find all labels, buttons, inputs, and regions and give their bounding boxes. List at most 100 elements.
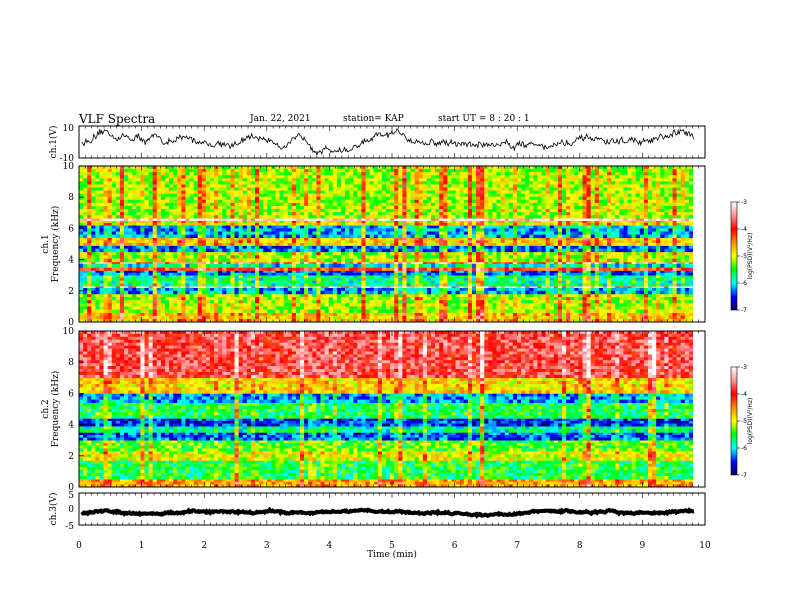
ch1-spectrogram-cell xyxy=(643,261,649,264)
ch1-spectrogram-cell xyxy=(516,315,522,320)
ch1-spectrogram-cell xyxy=(426,275,432,279)
ch1-spectrogram-cell xyxy=(148,228,153,232)
ch1-spectrogram-cell xyxy=(508,251,514,256)
ch1-spectrogram-cell xyxy=(398,245,403,249)
ch1-spectrogram-cell xyxy=(124,283,129,287)
ch1-spectrogram-cell xyxy=(463,258,469,263)
ch1-spectrogram-cell xyxy=(214,306,219,310)
ch1-spectrogram-cell xyxy=(136,228,141,232)
ch1-spectrogram-cell xyxy=(664,234,669,239)
ch1-spectrogram-cell xyxy=(410,231,415,235)
ch1-spectrogram-cell xyxy=(676,290,682,295)
ch1-spectrogram-cell xyxy=(623,255,628,259)
ch1-spectrogram-cell xyxy=(594,280,600,284)
ch1-spectrogram-cell xyxy=(672,270,677,274)
ch1-spectrogram-cell xyxy=(164,306,170,310)
ch1-spectrogram-cell xyxy=(570,309,575,313)
ch1-spectrogram-cell xyxy=(668,240,673,244)
ch1-spectrogram-cell xyxy=(557,255,563,259)
ch1-spectrogram-cell xyxy=(455,315,460,320)
ch1-spectrogram-cell xyxy=(512,318,518,323)
ch1-spectrogram-cell xyxy=(255,242,260,246)
ch1-spectrogram-cell xyxy=(169,306,174,310)
ch1-spectrogram-cell xyxy=(492,248,497,253)
ch1-spectrogram-cell xyxy=(631,303,636,307)
ch1-spectrogram-cell xyxy=(463,242,469,246)
ch1-spectrogram-cell xyxy=(83,290,88,295)
ch1-spectrogram-cell xyxy=(684,297,690,301)
ch1-spectrogram-cell xyxy=(218,261,223,264)
ch1-spectrogram-cell xyxy=(287,272,293,276)
ch1-spectrogram-cell xyxy=(230,234,235,239)
ch1-spectrogram-cell xyxy=(422,234,428,239)
ch1-spectrogram-cell xyxy=(156,220,162,224)
ch1-spectrogram-cell xyxy=(541,240,546,244)
ch1-spectrogram-cell xyxy=(177,231,182,235)
ch1-spectrogram-cell xyxy=(422,309,428,313)
ch1-spectrogram-cell xyxy=(222,315,227,320)
ch1-spectrogram-cell xyxy=(414,231,420,235)
ch1-spectrogram-cell xyxy=(181,245,186,249)
ch1-spectrogram-cell xyxy=(566,280,571,284)
ch1-spectrogram-cell xyxy=(234,309,239,313)
ch1-spectrogram-cell xyxy=(205,263,211,268)
ch1-spectrogram-cell xyxy=(246,263,252,268)
ch1-spectrogram-cell xyxy=(193,245,198,249)
ch1-spectrogram-cell xyxy=(283,242,289,246)
ch1-spectrogram-cell xyxy=(537,272,542,276)
ch1-spectrogram-cell xyxy=(328,318,334,323)
ch1-spectrogram-cell xyxy=(275,277,280,281)
ch1-spectrogram-cell xyxy=(259,312,264,317)
ch1-spectrogram-cell xyxy=(516,293,522,298)
ch1-spectrogram-cell xyxy=(242,263,248,268)
ch1-spectrogram-cell xyxy=(394,297,399,301)
ch1-spectrogram-cell xyxy=(205,225,211,229)
ch1-spectrogram-cell xyxy=(394,275,399,279)
ch1-spectrogram-cell xyxy=(312,272,317,276)
ch1-spectrogram-cell xyxy=(639,234,645,239)
ch1-spectrogram-cell xyxy=(471,309,477,313)
ch1-spectrogram-cell xyxy=(185,234,190,239)
ch1-spectrogram-cell xyxy=(439,228,444,232)
ch1-spectrogram-cell xyxy=(480,290,485,295)
ch1-spectrogram-cell xyxy=(320,267,325,271)
ch1-spectrogram-cell xyxy=(672,240,677,244)
ch1-spectrogram-cell xyxy=(173,242,178,246)
ch1-spectrogram-cell xyxy=(173,228,178,232)
ch1-spectrogram-cell xyxy=(124,290,129,295)
ch1-spectrogram-cell xyxy=(181,272,186,276)
ch1-spectrogram-cell xyxy=(267,251,272,256)
ch1-spectrogram-cell xyxy=(631,315,636,320)
ch1-spectrogram-cell xyxy=(488,280,493,284)
ch1-spectrogram-cell xyxy=(562,228,567,232)
ch1-spectrogram-cell xyxy=(414,263,420,268)
ch1-spectrogram-cell xyxy=(467,261,473,264)
ch1-spectrogram-cell xyxy=(570,240,575,244)
ch1-spectrogram-cell xyxy=(529,242,534,246)
ch1-spectrogram-cell xyxy=(443,283,448,287)
ch1-spectrogram-cell xyxy=(185,255,190,259)
ch1-spectrogram-cell xyxy=(275,280,280,284)
ch1-spectrogram-cell xyxy=(124,293,129,298)
ch1-spectrogram-cell xyxy=(250,270,256,274)
ch1-spectrogram-cell xyxy=(115,315,121,320)
ch1-spectrogram-cell xyxy=(209,293,215,298)
ch1-spectrogram-cell xyxy=(283,228,289,232)
ch1-spectrogram-cell xyxy=(185,251,190,256)
ch1-spectrogram-cell xyxy=(87,231,92,235)
ch1-spectrogram-cell xyxy=(205,315,211,320)
ch1-spectrogram-cell xyxy=(148,306,153,310)
ch1-spectrogram-cell xyxy=(87,290,92,295)
ch1-spectrogram-cell xyxy=(324,309,329,313)
ch1-spectrogram-cell xyxy=(680,309,686,313)
ch1-spectrogram-cell xyxy=(238,245,244,249)
ch1-spectrogram-cell xyxy=(177,248,182,253)
ch1-spectrogram-cell xyxy=(107,220,113,224)
ch1-spectrogram-cell xyxy=(304,261,309,264)
ch1-spectrogram-cell xyxy=(115,258,121,263)
ch1-spectrogram-cell xyxy=(660,255,665,259)
ch1-spectrogram-cell xyxy=(316,272,321,276)
ch1-spectrogram-cell xyxy=(259,306,264,310)
ch1-spectrogram-cell xyxy=(647,297,653,301)
ch1-spectrogram-cell xyxy=(197,286,203,288)
